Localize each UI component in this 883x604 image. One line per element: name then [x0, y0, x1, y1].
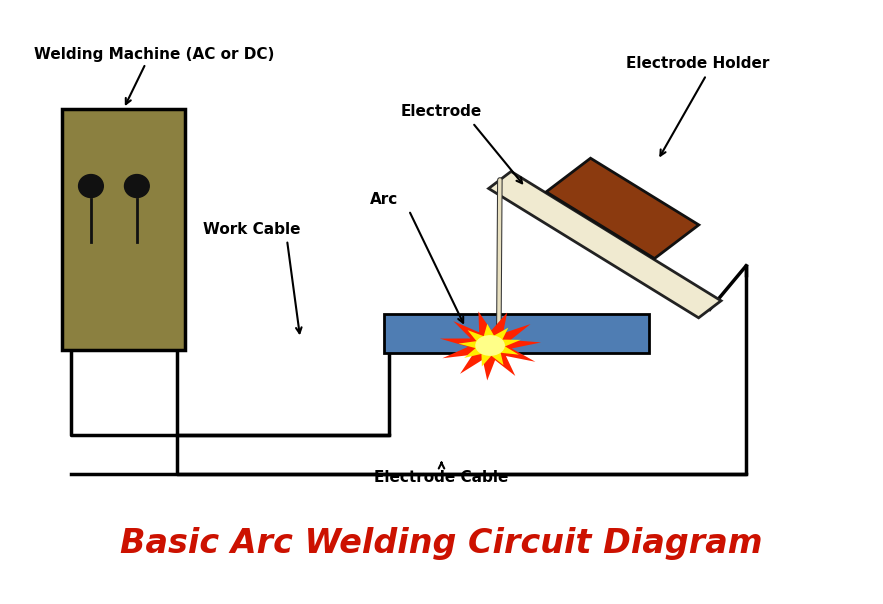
- Text: Welding Machine (AC or DC): Welding Machine (AC or DC): [34, 47, 275, 62]
- Bar: [384, 314, 649, 353]
- Text: Electrode Cable: Electrode Cable: [374, 470, 509, 484]
- Polygon shape: [458, 324, 521, 367]
- Polygon shape: [488, 172, 721, 318]
- Circle shape: [476, 336, 504, 355]
- Ellipse shape: [79, 175, 103, 198]
- Text: Work Cable: Work Cable: [203, 222, 300, 237]
- Text: Arc: Arc: [370, 192, 398, 207]
- Text: Electrode Holder: Electrode Holder: [626, 56, 769, 71]
- Polygon shape: [440, 312, 541, 381]
- Text: Electrode: Electrode: [401, 104, 482, 119]
- Bar: [62, 109, 185, 350]
- Polygon shape: [547, 158, 698, 259]
- Ellipse shape: [125, 175, 149, 198]
- Text: Basic Arc Welding Circuit Diagram: Basic Arc Welding Circuit Diagram: [120, 527, 763, 560]
